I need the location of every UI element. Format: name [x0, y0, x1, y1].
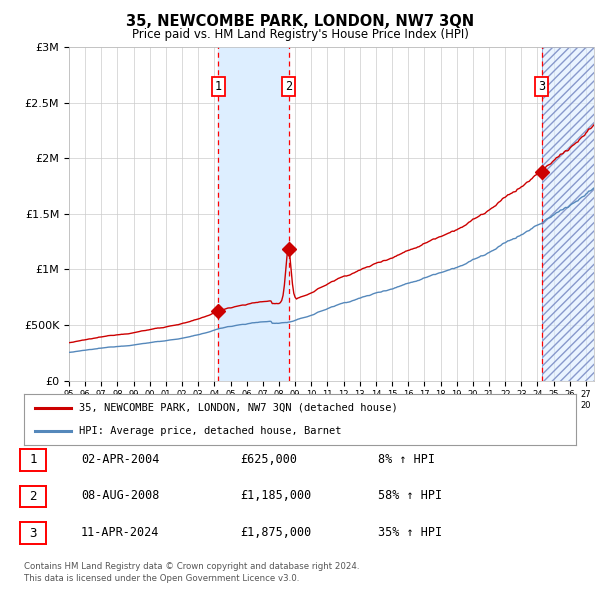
Bar [542, 47, 594, 381]
Bar [218, 47, 289, 381]
Text: 3: 3 [29, 526, 37, 540]
Text: 2: 2 [29, 490, 37, 503]
Text: 11-APR-2024: 11-APR-2024 [81, 526, 160, 539]
Text: 08-AUG-2008: 08-AUG-2008 [81, 489, 160, 502]
Text: 1: 1 [29, 453, 37, 467]
Text: 8% ↑ HPI: 8% ↑ HPI [378, 453, 435, 466]
Text: 2: 2 [285, 80, 292, 93]
Bar [542, 47, 594, 381]
Text: Contains HM Land Registry data © Crown copyright and database right 2024.: Contains HM Land Registry data © Crown c… [24, 562, 359, 571]
Text: 3: 3 [538, 80, 545, 93]
Text: HPI: Average price, detached house, Barnet: HPI: Average price, detached house, Barn… [79, 427, 342, 437]
Text: 1: 1 [215, 80, 222, 93]
Text: 58% ↑ HPI: 58% ↑ HPI [378, 489, 442, 502]
Text: 35, NEWCOMBE PARK, LONDON, NW7 3QN: 35, NEWCOMBE PARK, LONDON, NW7 3QN [126, 14, 474, 28]
Text: 35, NEWCOMBE PARK, LONDON, NW7 3QN (detached house): 35, NEWCOMBE PARK, LONDON, NW7 3QN (deta… [79, 402, 398, 412]
Text: £1,185,000: £1,185,000 [240, 489, 311, 502]
Text: £1,875,000: £1,875,000 [240, 526, 311, 539]
Text: 35% ↑ HPI: 35% ↑ HPI [378, 526, 442, 539]
Text: 02-APR-2004: 02-APR-2004 [81, 453, 160, 466]
Text: £625,000: £625,000 [240, 453, 297, 466]
Text: Price paid vs. HM Land Registry's House Price Index (HPI): Price paid vs. HM Land Registry's House … [131, 28, 469, 41]
Text: This data is licensed under the Open Government Licence v3.0.: This data is licensed under the Open Gov… [24, 573, 299, 583]
